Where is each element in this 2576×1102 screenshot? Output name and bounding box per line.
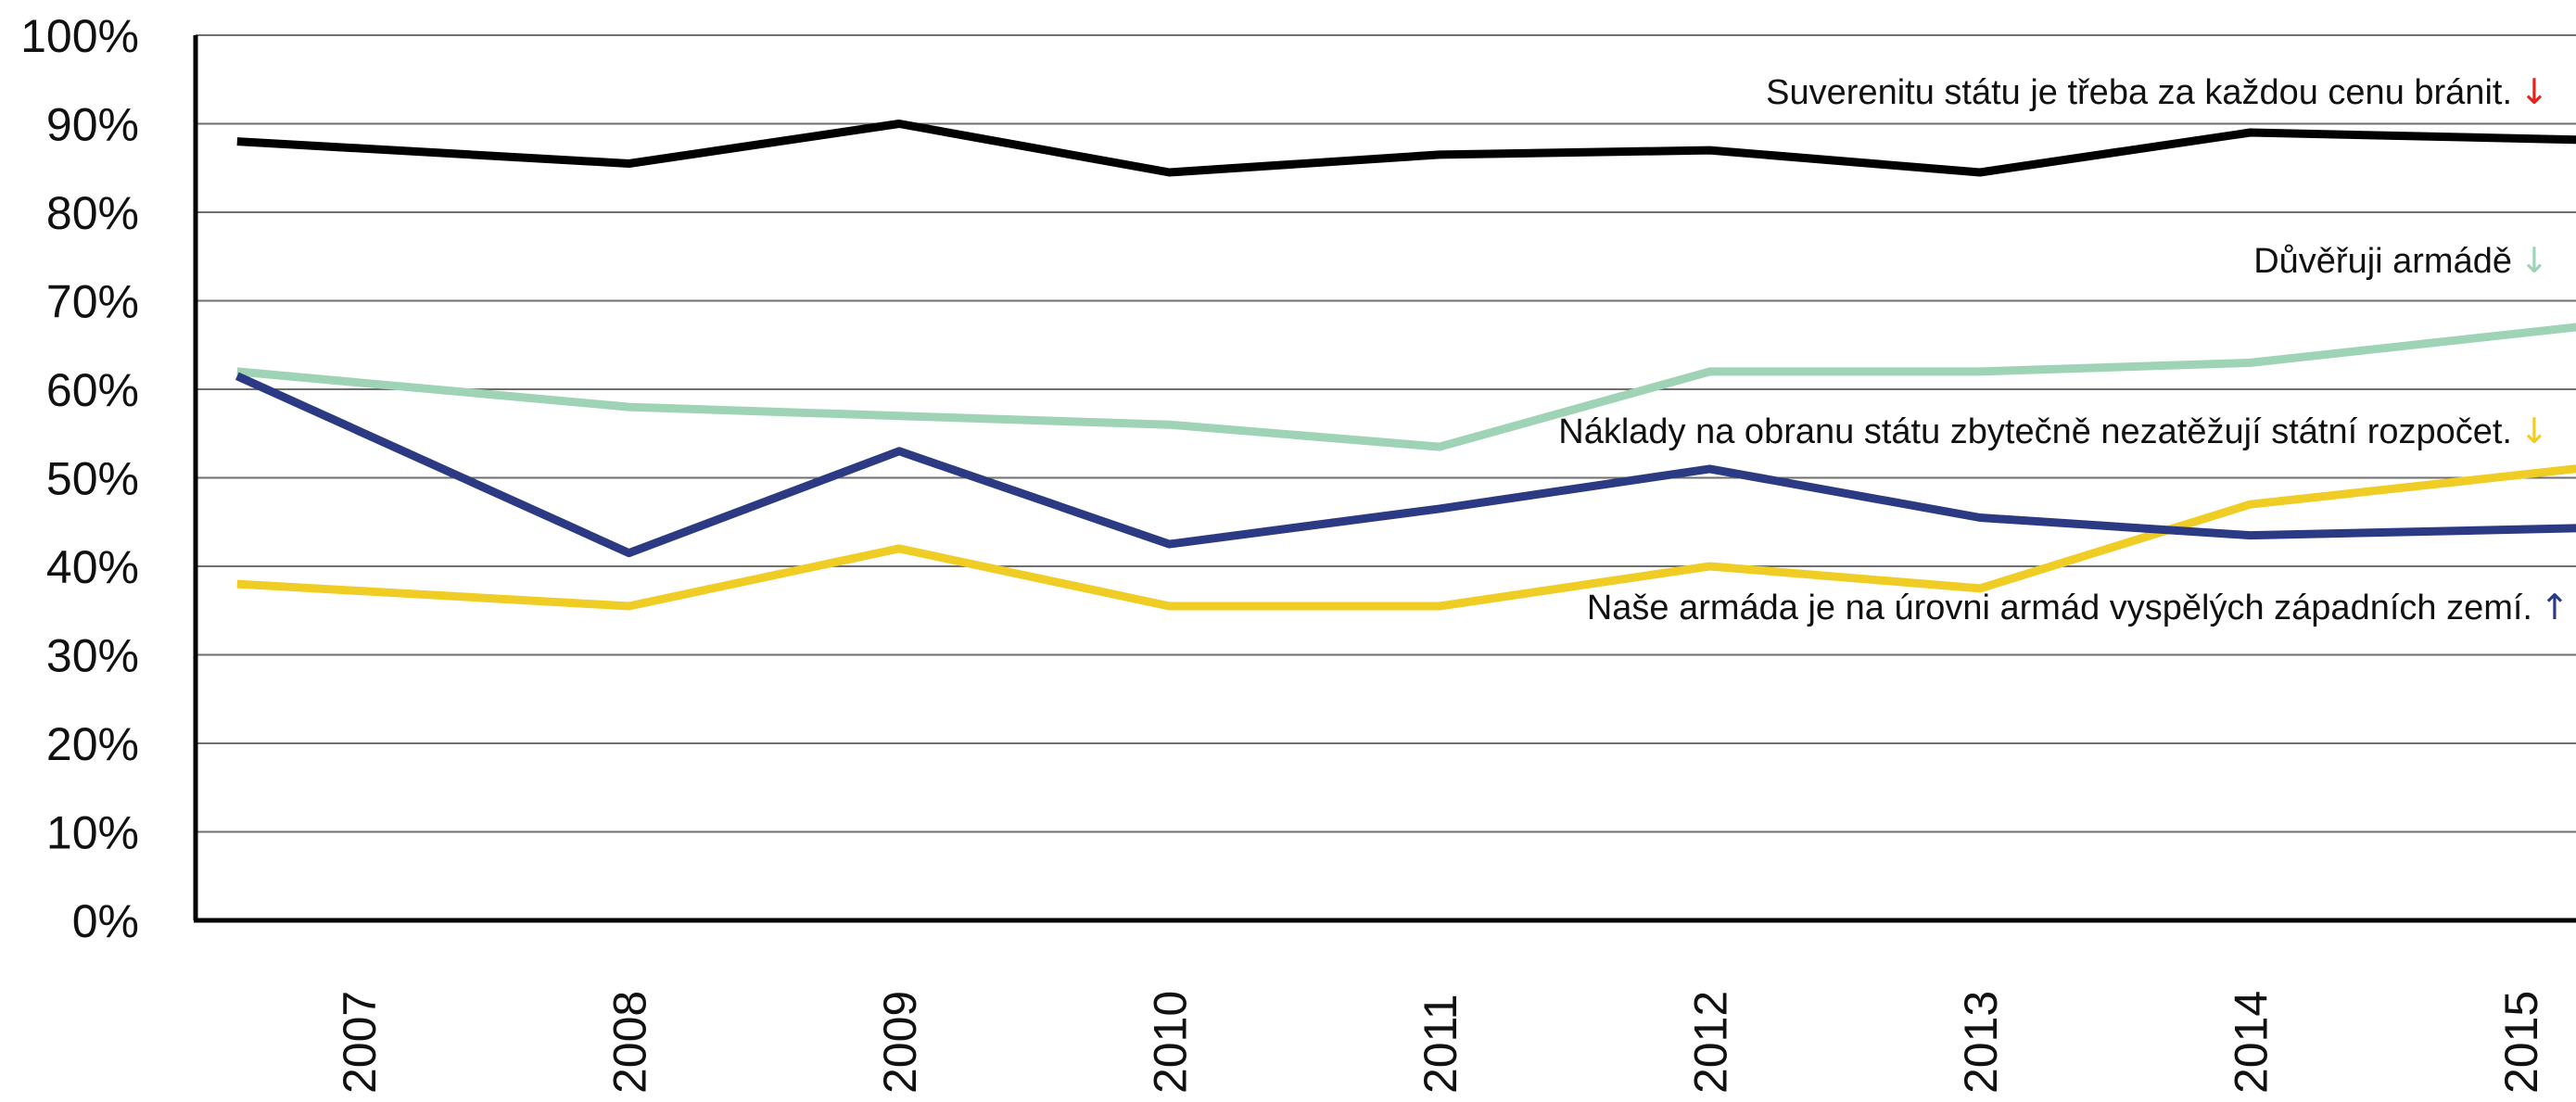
y-tick: 10% <box>46 807 139 859</box>
x-tick-label: 2013 <box>1955 991 2007 1094</box>
arrow-down-icon: ↓ <box>2519 71 2549 112</box>
y-tick-label: 50% <box>46 453 139 505</box>
y-tick-label: 80% <box>46 187 139 239</box>
y-tick-label: 90% <box>46 99 139 151</box>
y-tick: 0% <box>72 895 139 947</box>
x-tick: 2013 <box>1955 991 2007 1094</box>
y-tick-label: 60% <box>46 364 139 416</box>
arrow-down-icon: ↓ <box>2519 240 2549 281</box>
series-annotation-label: Naše armáda je na úrovni armád vyspělých… <box>1587 589 2532 627</box>
series-annotation-label: Důvěřuji armádě <box>2253 242 2512 281</box>
y-tick-label: 100% <box>20 10 139 62</box>
y-tick: 80% <box>46 187 139 239</box>
series-line <box>236 120 2576 177</box>
x-axis-ticks: 2007 2008 2009 2010 2011 2012 2013 2014 2015 <box>334 991 2547 1094</box>
arrow-up-icon: ↑ <box>2540 587 2570 627</box>
series-line <box>236 323 2576 451</box>
x-tick-label: 2010 <box>1145 991 1197 1094</box>
y-tick: 70% <box>46 276 139 328</box>
y-tick: 50% <box>46 453 139 505</box>
x-tick: 2007 <box>334 991 386 1094</box>
x-tick: 2010 <box>1145 991 1197 1094</box>
x-tick: 2014 <box>2226 991 2278 1094</box>
y-axis-ticks: 0% 10% 20% 30% 40% 50% 60% 70% 80% 90% 100% <box>20 10 139 947</box>
x-tick: 2012 <box>1685 991 1737 1094</box>
x-tick-label: 2008 <box>604 991 656 1094</box>
gridlines <box>196 34 2576 833</box>
y-tick: 20% <box>46 718 139 770</box>
y-tick-label: 20% <box>46 718 139 770</box>
y-tick-label: 30% <box>46 630 139 682</box>
y-tick: 60% <box>46 364 139 416</box>
series-annotations: Suverenitu státu je třeba za každou cenu… <box>1558 71 2570 627</box>
x-tick-label: 2015 <box>2495 991 2547 1094</box>
y-tick: 30% <box>46 630 139 682</box>
x-tick-label: 2014 <box>2226 991 2278 1094</box>
y-tick: 90% <box>46 99 139 151</box>
y-tick-label: 70% <box>46 276 139 328</box>
series-annotation-label: Suverenitu státu je třeba za každou cenu… <box>1766 73 2512 112</box>
x-tick: 2011 <box>1415 994 1466 1094</box>
y-tick-label: 10% <box>46 807 139 859</box>
arrow-down-icon: ↓ <box>2519 411 2549 451</box>
x-tick-label: 2009 <box>874 991 926 1094</box>
series-annotation-label: Náklady na obranu státu zbytečně nezatěž… <box>1558 412 2512 451</box>
y-tick-label: 0% <box>72 895 139 947</box>
series-lines <box>235 120 2576 611</box>
x-tick-label: 2011 <box>1415 994 1466 1094</box>
axes <box>193 35 2576 923</box>
x-tick-label: 2012 <box>1685 991 1737 1094</box>
x-tick: 2008 <box>604 991 656 1094</box>
x-tick: 2009 <box>874 991 926 1094</box>
y-tick-label: 40% <box>46 541 139 593</box>
x-tick-label: 2007 <box>334 991 386 1094</box>
y-tick: 40% <box>46 541 139 593</box>
x-tick: 2015 <box>2495 991 2547 1094</box>
series-line <box>235 372 2576 558</box>
y-tick: 100% <box>20 10 139 62</box>
